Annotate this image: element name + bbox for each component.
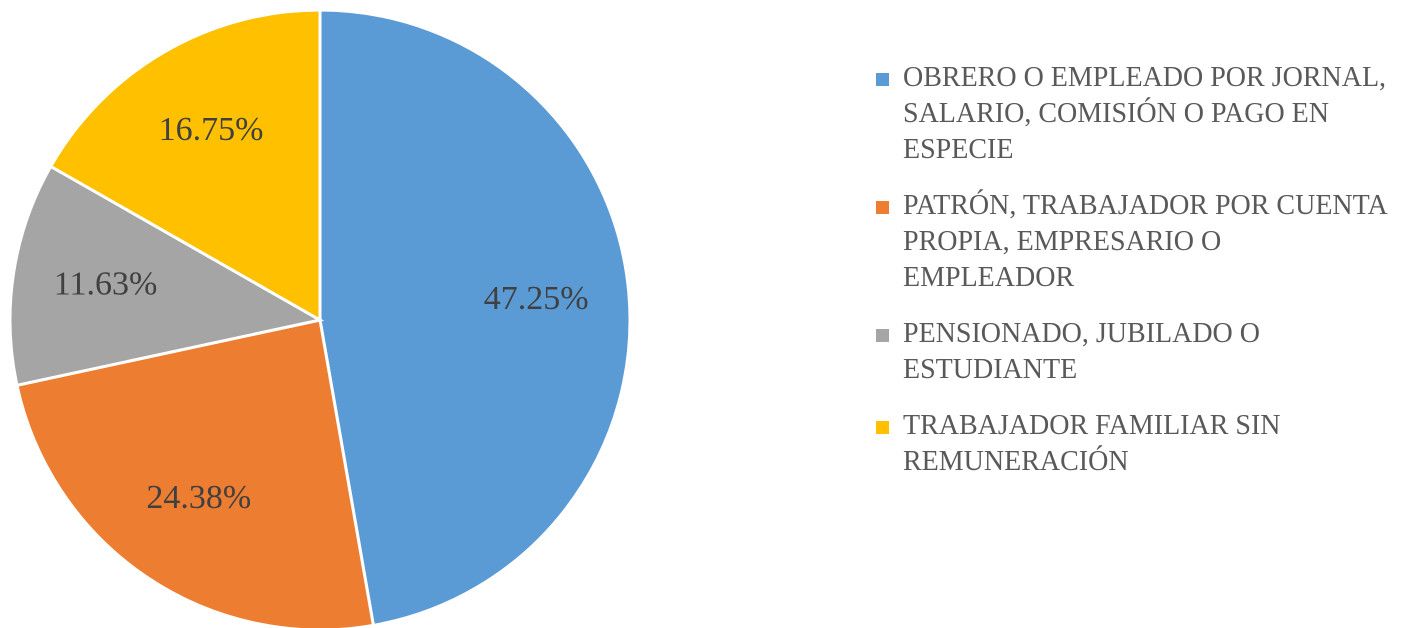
legend-label: PENSIONADO, JUBILADO O ESTUDIANTE	[903, 318, 1260, 385]
legend-item: TRABAJADOR FAMILIAR SIN REMUNERACIÓN	[876, 408, 1396, 480]
data-label: 24.38%	[146, 479, 251, 516]
legend-item: PENSIONADO, JUBILADO O ESTUDIANTE	[876, 316, 1396, 388]
legend-label: PATRÓN, TRABAJADOR POR CUENTA PROPIA, EM…	[903, 190, 1387, 293]
legend-item: PATRÓN, TRABAJADOR POR CUENTA PROPIA, EM…	[876, 188, 1396, 296]
data-label: 16.75%	[159, 111, 264, 148]
pie-slice	[318, 8, 632, 628]
legend: OBRERO O EMPLEADO POR JORNAL, SALARIO, C…	[876, 60, 1396, 500]
data-label: 47.25%	[484, 280, 589, 317]
legend-swatch	[876, 421, 889, 434]
pie-slice	[48, 8, 322, 323]
legend-swatch	[876, 73, 889, 86]
legend-label: TRABAJADOR FAMILIAR SIN REMUNERACIÓN	[903, 410, 1281, 477]
pie-slice	[8, 164, 325, 388]
data-label: 11.63%	[54, 266, 158, 303]
legend-swatch	[876, 201, 889, 214]
legend-item: OBRERO O EMPLEADO POR JORNAL, SALARIO, C…	[876, 60, 1396, 168]
legend-label: OBRERO O EMPLEADO POR JORNAL, SALARIO, C…	[903, 62, 1387, 165]
legend-swatch	[876, 329, 889, 342]
pie-slice	[15, 318, 376, 628]
